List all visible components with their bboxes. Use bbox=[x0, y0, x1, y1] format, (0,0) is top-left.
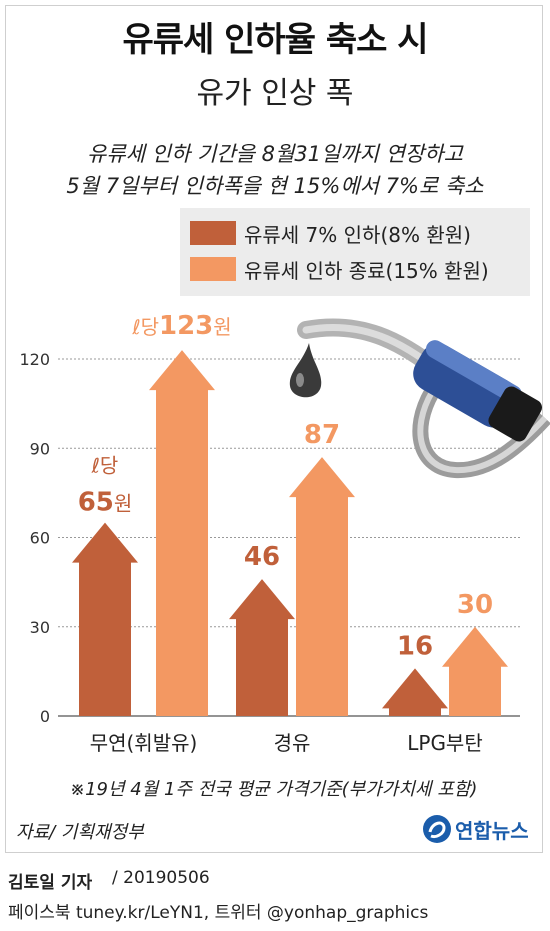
data-label-7pct: 16 bbox=[397, 631, 433, 661]
description-line-1: 유류세 인하 기간을 8월31일까지 연장하고 bbox=[87, 142, 463, 166]
data-label-15pct: 87 bbox=[304, 420, 340, 450]
arrow-15pct-0 bbox=[149, 350, 215, 716]
byline-name: 김토일 기자 bbox=[8, 873, 93, 893]
data-label-15pct: ℓ당123원 bbox=[131, 311, 231, 341]
arrow-15pct-2 bbox=[442, 626, 508, 716]
legend-label-15pct: 유류세 인하 종료(15% 환원) bbox=[244, 258, 489, 283]
byline-date: / 20190506 bbox=[112, 868, 210, 888]
legend-item-15pct: 유류세 인하 종료(15% 환원) bbox=[190, 254, 489, 284]
category-label: 경유 bbox=[274, 731, 311, 755]
yonhap-logo: 연합뉴스 bbox=[422, 812, 529, 846]
description-line-2: 5월 7일부터 인하폭을 현 15%에서 7%로 축소 bbox=[66, 174, 484, 198]
y-tick-label: 120 bbox=[19, 350, 50, 369]
social-handles: 페이스북 tuney.kr/LeYN1, 트위터 @yonhap_graphic… bbox=[8, 903, 429, 923]
y-tick-label: 60 bbox=[30, 529, 50, 548]
footnote: ※19년 4월 1주 전국 평균 가격기준(부가가치세 포함) bbox=[70, 779, 478, 800]
source-note: 자료/ 기획재정부 bbox=[16, 822, 144, 843]
legend-swatch-7pct bbox=[190, 221, 236, 245]
chart-title: 유류세 인하율 축소 시 bbox=[122, 20, 428, 60]
y-tick-label: 0 bbox=[40, 707, 50, 726]
legend-label-7pct: 유류세 7% 인하(8% 환원) bbox=[244, 222, 471, 247]
category-label: LPG부탄 bbox=[407, 731, 483, 755]
legend-swatch-15pct bbox=[190, 257, 236, 281]
arrow-7pct-1 bbox=[229, 579, 295, 716]
arrow-7pct-2 bbox=[382, 668, 448, 716]
fuel-nozzle-icon bbox=[289, 318, 550, 479]
arrow-15pct-1 bbox=[289, 457, 355, 716]
data-label-7pct: 65원 bbox=[78, 488, 133, 518]
yonhap-logo-icon bbox=[423, 815, 451, 843]
unit-prefix-label: ℓ당 bbox=[91, 454, 119, 478]
arrows-layer bbox=[72, 350, 508, 716]
y-tick-label: 90 bbox=[30, 439, 50, 458]
data-label-15pct: 30 bbox=[457, 590, 493, 620]
legend: 유류세 7% 인하(8% 환원) 유류세 인하 종료(15% 환원) bbox=[180, 208, 530, 296]
arrow-7pct-0 bbox=[72, 522, 138, 716]
y-tick-label: 30 bbox=[30, 618, 50, 637]
legend-item-7pct: 유류세 7% 인하(8% 환원) bbox=[190, 218, 471, 248]
logo-text: 연합뉴스 bbox=[455, 818, 529, 843]
data-label-7pct: 46 bbox=[244, 542, 280, 572]
chart-subtitle: 유가 인상 폭 bbox=[196, 76, 354, 111]
category-label: 무연(휘발유) bbox=[90, 731, 198, 755]
